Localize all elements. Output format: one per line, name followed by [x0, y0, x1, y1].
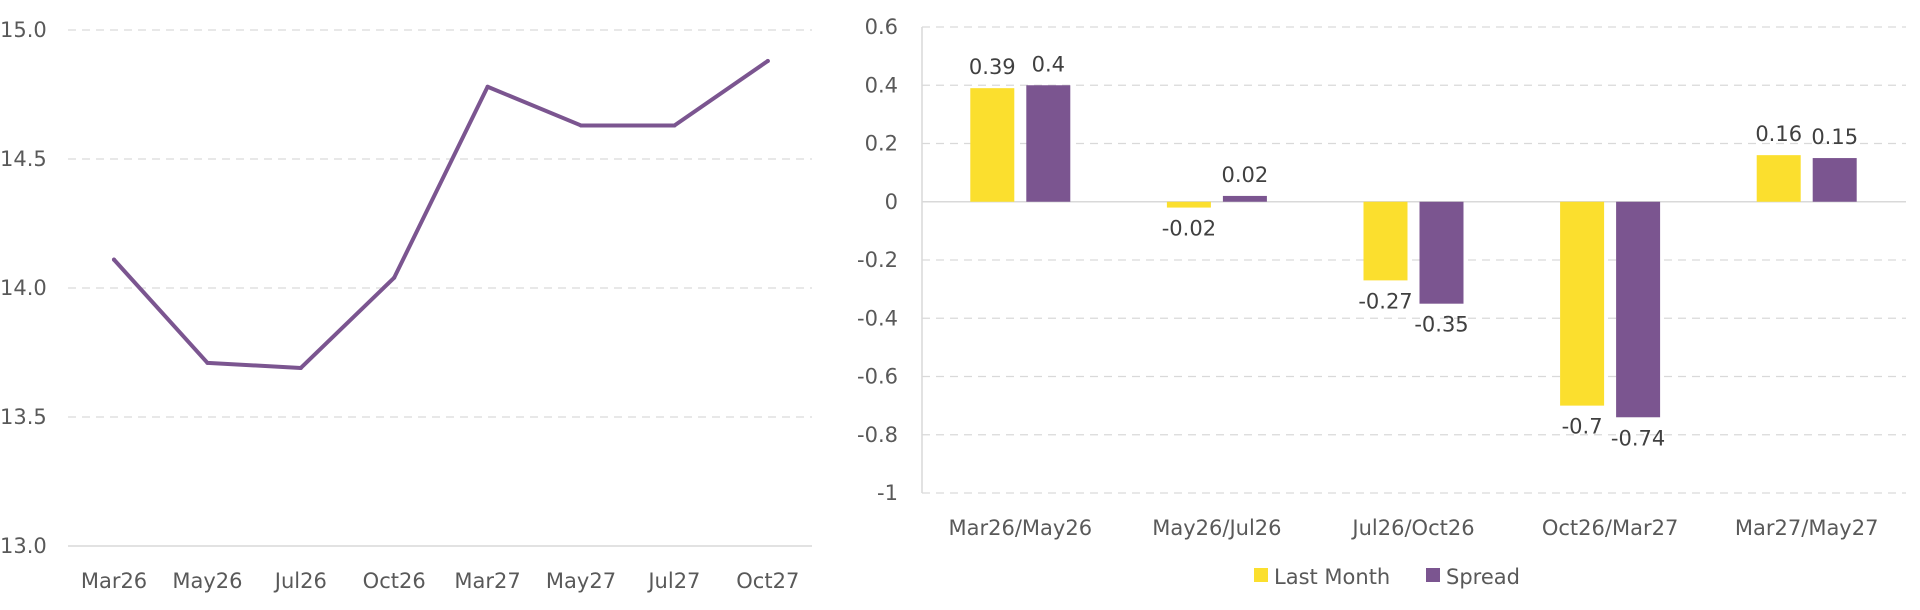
line-y-tick-label: 14.0 — [0, 276, 47, 300]
bar — [1616, 201, 1661, 418]
bar — [1419, 201, 1464, 304]
bar-chart: -1 -0.8 -0.6 -0.4 -0.2 0 0.2 0.4 0.6 Mar26/May26 0… — [857, 15, 1906, 540]
bar — [970, 88, 1015, 202]
line-y-tick-label: 14.5 — [0, 147, 47, 171]
bar-y-tick-label: -0.4 — [857, 306, 898, 330]
line-y-tick-label: 15.0 — [0, 18, 47, 42]
bar-data-label: -0.7 — [1562, 415, 1603, 439]
legend-label: Last Month — [1274, 565, 1390, 589]
bar-data-label: 0.16 — [1755, 122, 1802, 146]
line-series — [112, 58, 770, 370]
line-point — [298, 365, 303, 370]
legend-swatch — [1254, 568, 1268, 582]
bar — [1756, 155, 1801, 202]
bar-x-tick-label: Mar26/May26 — [949, 516, 1093, 540]
bar-data-label: -0.74 — [1611, 426, 1665, 450]
bar-x-tick-label: Oct26/Mar27 — [1542, 516, 1678, 540]
bar-y-tick-label: 0.2 — [865, 132, 898, 156]
line-x-tick-label: Oct26 — [363, 569, 426, 593]
bar-y-tick-label: -1 — [877, 481, 898, 505]
bar-y-tick-label: -0.8 — [857, 423, 898, 447]
bar — [1363, 201, 1408, 281]
bar-y-tick-label: 0 — [885, 190, 898, 214]
line-point — [392, 275, 397, 280]
bar-data-label: 0.15 — [1811, 125, 1858, 149]
bar-y-tick-label: 0.6 — [865, 15, 898, 39]
line-x-tick-label: Oct27 — [736, 569, 799, 593]
line-x-tick-label: Mar27 — [454, 569, 520, 593]
line-x-tick-label: Jul27 — [646, 569, 700, 593]
line-x-tick-label: May27 — [546, 569, 616, 593]
line-point — [112, 257, 116, 262]
bar-data-label: 0.4 — [1032, 52, 1065, 76]
bar-x-tick-label: Jul26/Oct26 — [1350, 516, 1474, 540]
line-x-tick-label: May26 — [172, 569, 242, 593]
bar-data-label: 0.02 — [1222, 163, 1269, 187]
bar-x-tick-label: May26/Jul26 — [1152, 516, 1281, 540]
bar — [1166, 201, 1211, 208]
line-y-tick-label: 13.0 — [0, 534, 47, 558]
line-chart: 13.0 13.5 14.0 14.5 15.0 Mar26 May26 Jul26 Oct26… — [0, 18, 812, 593]
bar-data-label: 0.39 — [969, 55, 1016, 79]
line-point — [672, 123, 677, 128]
bar-data-label: -0.02 — [1162, 217, 1216, 241]
bar-y-tick-label: -0.2 — [857, 248, 898, 272]
line-point — [205, 360, 210, 365]
bar — [1222, 195, 1267, 202]
line-point — [579, 123, 583, 128]
legend-swatch — [1426, 568, 1440, 582]
line-point — [485, 84, 490, 89]
bar-x-tick-label: Mar27/May27 — [1735, 516, 1879, 540]
line-x-tick-label: Jul26 — [273, 569, 327, 593]
legend-label: Spread — [1446, 565, 1520, 589]
line-y-tick-label: 13.5 — [0, 405, 47, 429]
bar — [1026, 85, 1071, 202]
bar-data-label: -0.27 — [1358, 289, 1412, 313]
bar — [1560, 201, 1605, 406]
line-x-tick-label: Mar26 — [81, 569, 147, 593]
line-point — [765, 58, 770, 63]
bar — [1812, 158, 1857, 202]
bar-chart-legend: Last Month Spread — [1254, 565, 1520, 589]
bar-y-tick-label: 0.4 — [865, 73, 898, 97]
bar-data-label: -0.35 — [1414, 313, 1468, 337]
bar-y-tick-label: -0.6 — [857, 365, 898, 389]
